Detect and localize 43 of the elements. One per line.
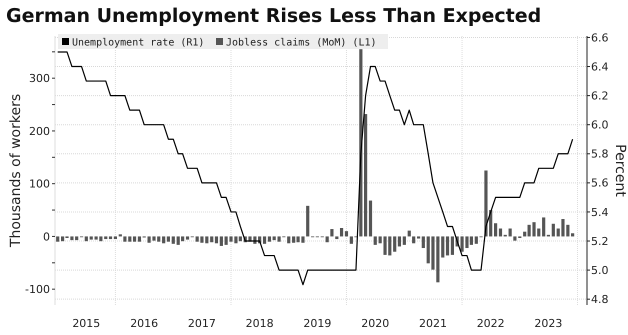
- x-tick-label: 2019: [303, 317, 332, 330]
- bar: [301, 236, 305, 243]
- y2-tick-label: 5.8: [591, 148, 608, 161]
- y2-tick-label: 4.8: [591, 293, 608, 306]
- x-tick-label: 2015: [72, 317, 100, 330]
- x-tick-label: 2021: [418, 317, 447, 330]
- bar: [262, 236, 266, 244]
- y2-tick-label: 6.6: [591, 31, 608, 44]
- bar: [344, 231, 348, 236]
- y-tick-label: 200: [29, 124, 50, 138]
- legend-label: Jobless claims (MoM) (L1): [226, 38, 377, 48]
- bar: [306, 206, 310, 236]
- x-tick-label: 2016: [130, 317, 158, 330]
- bar: [335, 236, 338, 240]
- legend-label: Unemployment rate (R1): [72, 38, 204, 48]
- x-tick-label: 2017: [188, 317, 216, 330]
- y-tick-label: 300: [29, 72, 50, 86]
- bar: [465, 236, 469, 248]
- y-tick-label: 0: [43, 230, 50, 244]
- x-tick-label: 2018: [246, 317, 274, 330]
- chart-title: German Unemployment Rises Less Than Expected: [6, 5, 542, 27]
- x-tick-label: 2023: [534, 317, 562, 330]
- line-series: [57, 51, 574, 286]
- y2-axis-title: Percent: [612, 144, 628, 198]
- y-tick-label: -100: [25, 283, 50, 296]
- y2-tick-label: 6.2: [591, 89, 608, 102]
- bar: [350, 236, 353, 244]
- x-tick-label: 2020: [361, 317, 390, 330]
- bar: [368, 200, 372, 236]
- y2-tick-label: 5.2: [591, 234, 608, 248]
- bar: [330, 229, 334, 236]
- bar: [408, 230, 411, 236]
- bar: [234, 236, 238, 244]
- y2-tick-label: 5.6: [591, 176, 608, 190]
- y-tick-label: 100: [29, 178, 50, 191]
- bar: [340, 228, 344, 236]
- x-tick-label: 2022: [476, 317, 505, 330]
- y-axis-title: Thousands of workers: [8, 94, 24, 248]
- bar: [229, 236, 233, 242]
- y2-tick-label: 5.4: [591, 206, 608, 219]
- y2-tick-label: 6.4: [591, 60, 608, 74]
- y2-tick-label: 6.0: [591, 118, 608, 132]
- y2-tick-label: 5.0: [591, 264, 608, 277]
